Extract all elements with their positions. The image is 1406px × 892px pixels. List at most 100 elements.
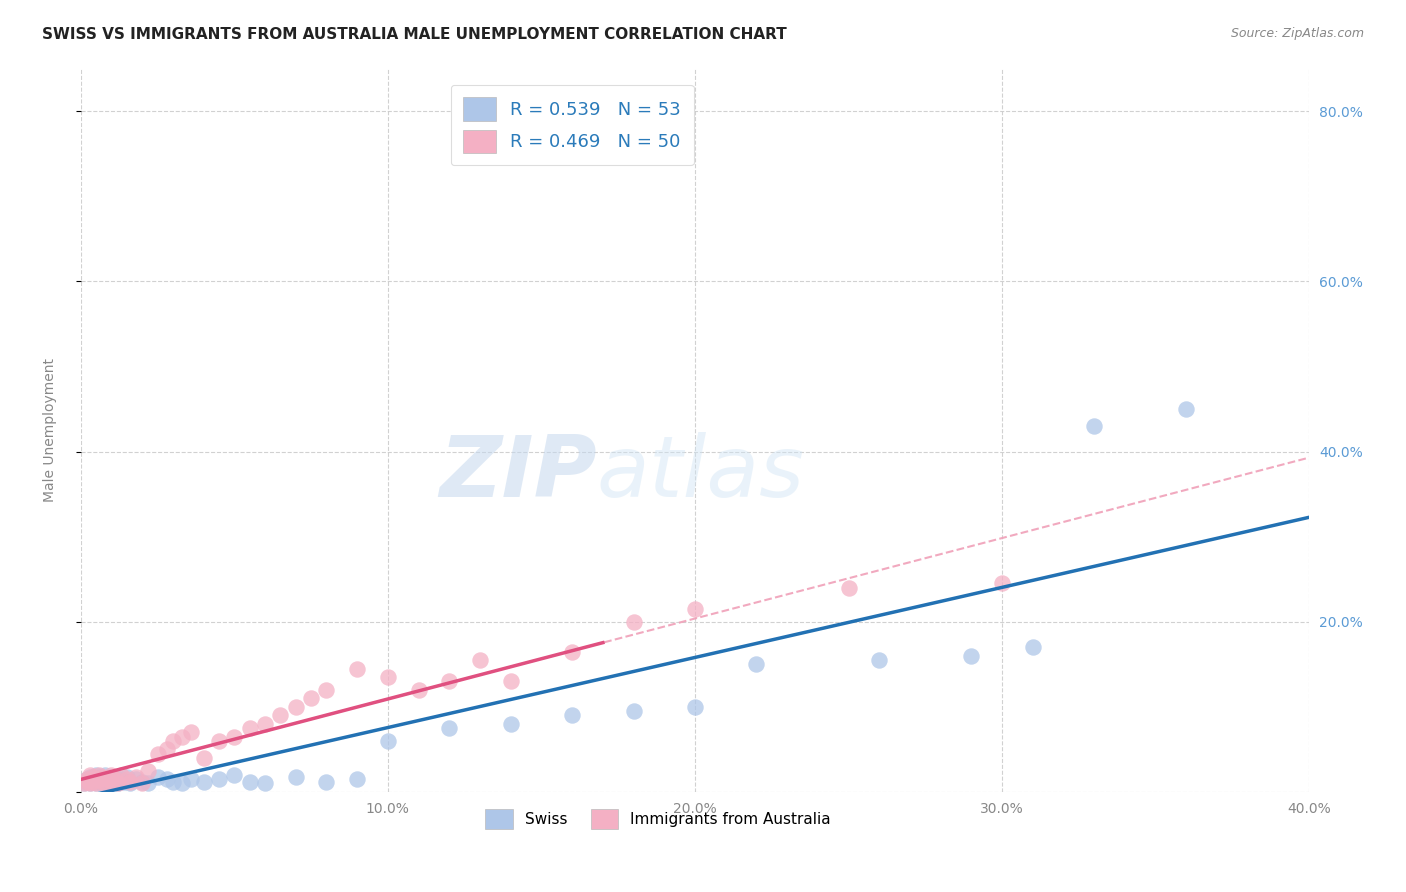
Point <box>991 576 1014 591</box>
Point <box>180 725 202 739</box>
Point <box>110 768 132 782</box>
Point <box>561 644 583 658</box>
Point <box>118 776 141 790</box>
Point <box>73 776 96 790</box>
Point <box>84 772 107 787</box>
Point <box>284 770 307 784</box>
Point <box>468 653 491 667</box>
Point <box>408 682 430 697</box>
Point <box>100 772 122 787</box>
Point <box>224 730 246 744</box>
Point <box>84 776 107 790</box>
Text: Source: ZipAtlas.com: Source: ZipAtlas.com <box>1230 27 1364 40</box>
Point <box>79 776 101 790</box>
Point <box>107 776 129 790</box>
Point <box>377 670 399 684</box>
Point <box>193 774 215 789</box>
Point <box>73 776 96 790</box>
Point <box>110 772 132 787</box>
Point <box>299 691 322 706</box>
Point <box>1022 640 1045 655</box>
Point <box>115 770 138 784</box>
Point <box>84 768 107 782</box>
Point <box>499 717 522 731</box>
Point <box>745 657 768 672</box>
Point <box>107 776 129 790</box>
Point <box>146 770 169 784</box>
Point <box>82 774 104 789</box>
Point <box>103 770 125 784</box>
Point <box>208 734 231 748</box>
Point <box>82 770 104 784</box>
Point <box>79 770 101 784</box>
Point <box>97 776 120 790</box>
Point <box>239 721 262 735</box>
Point <box>346 772 368 787</box>
Point <box>253 717 276 731</box>
Point <box>89 772 111 787</box>
Point <box>100 768 122 782</box>
Point <box>172 730 194 744</box>
Point <box>239 774 262 789</box>
Legend: Swiss, Immigrants from Australia: Swiss, Immigrants from Australia <box>479 803 837 835</box>
Point <box>115 772 138 787</box>
Point <box>193 751 215 765</box>
Point <box>683 602 706 616</box>
Point <box>180 772 202 787</box>
Point <box>76 772 98 787</box>
Point <box>118 774 141 789</box>
Point <box>94 768 117 782</box>
Point <box>284 699 307 714</box>
Point <box>156 772 179 787</box>
Point <box>89 774 111 789</box>
Point <box>76 772 98 787</box>
Point <box>91 776 114 790</box>
Text: ZIP: ZIP <box>439 432 596 516</box>
Point <box>346 661 368 675</box>
Point <box>315 774 337 789</box>
Point <box>561 708 583 723</box>
Point <box>125 772 148 787</box>
Point <box>623 704 645 718</box>
Point <box>79 768 101 782</box>
Point <box>125 770 148 784</box>
Point <box>97 772 120 787</box>
Point <box>91 772 114 787</box>
Point <box>162 774 184 789</box>
Point <box>112 774 135 789</box>
Point <box>224 768 246 782</box>
Point <box>76 774 98 789</box>
Point <box>439 721 461 735</box>
Point <box>136 764 159 778</box>
Point <box>131 776 153 790</box>
Point <box>172 776 194 790</box>
Text: atlas: atlas <box>596 432 804 516</box>
Point <box>146 747 169 761</box>
Y-axis label: Male Unemployment: Male Unemployment <box>44 359 58 502</box>
Point <box>97 772 120 787</box>
Point <box>79 776 101 790</box>
Point <box>377 734 399 748</box>
Point <box>208 772 231 787</box>
Point <box>162 734 184 748</box>
Point <box>838 581 860 595</box>
Point <box>499 674 522 689</box>
Text: SWISS VS IMMIGRANTS FROM AUSTRALIA MALE UNEMPLOYMENT CORRELATION CHART: SWISS VS IMMIGRANTS FROM AUSTRALIA MALE … <box>42 27 787 42</box>
Point <box>136 776 159 790</box>
Point <box>623 615 645 629</box>
Point <box>269 708 291 723</box>
Point <box>89 770 111 784</box>
Point <box>91 774 114 789</box>
Point <box>253 776 276 790</box>
Point <box>76 774 98 789</box>
Point <box>82 774 104 789</box>
Point <box>103 772 125 787</box>
Point <box>156 742 179 756</box>
Point <box>100 774 122 789</box>
Point <box>439 674 461 689</box>
Point <box>94 774 117 789</box>
Point <box>82 772 104 787</box>
Point <box>683 699 706 714</box>
Point <box>94 776 117 790</box>
Point <box>315 682 337 697</box>
